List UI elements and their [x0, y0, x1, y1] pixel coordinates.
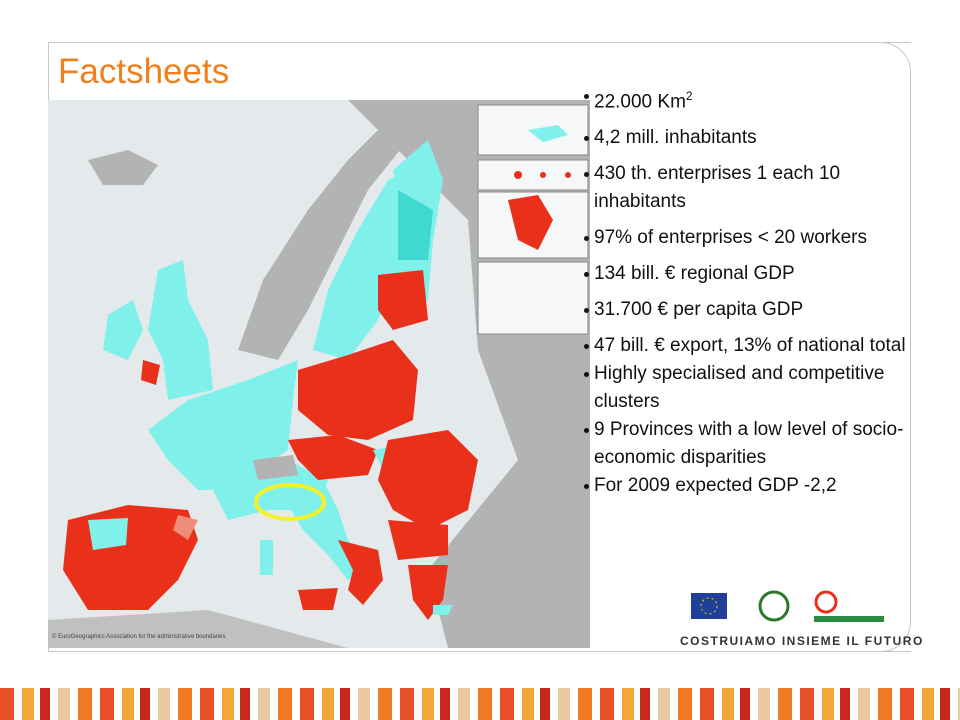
bullet — [584, 172, 589, 178]
fact-text: 134 bill. € regional GDP — [594, 263, 795, 285]
bullet — [584, 136, 589, 142]
fact-item: Highly specialised and competitive clust… — [582, 360, 912, 416]
fact-item: 47 bill. € export, 13% of national total — [582, 332, 912, 360]
fact-item: 134 bill. € regional GDP — [582, 260, 912, 288]
fact-text: 9 Provinces with a low level of socio-ec… — [594, 419, 904, 469]
fact-text: 31.700 € per capita GDP — [594, 299, 804, 321]
fact-item: 430 th. enterprises 1 each 10 inhabitant… — [582, 160, 912, 216]
slide-title: Factsheets — [58, 52, 230, 91]
fact-text: For 2009 expected GDP -2,2 — [594, 475, 837, 497]
europe-map — [48, 100, 590, 648]
decorative-stripes — [0, 688, 960, 720]
fact-item: 97% of enterprises < 20 workers — [582, 224, 912, 252]
fact-list: 22.000 Km2 4,2 mill. inhabitants 430 th. e… — [582, 82, 912, 500]
bullet — [584, 94, 589, 99]
bullet — [584, 428, 589, 434]
bullet — [584, 344, 589, 350]
fact-item: 22.000 Km2 — [582, 82, 912, 116]
fact-text: 47 bill. € export, 13% of national total — [594, 335, 906, 357]
bullet — [584, 236, 589, 242]
bullet — [584, 308, 589, 314]
map-credit: © EuroGeographics Association for the ad… — [52, 634, 226, 640]
bullet — [584, 272, 589, 278]
bullet — [584, 372, 589, 378]
fact-text: 4,2 mill. inhabitants — [594, 127, 757, 149]
bullet — [584, 484, 589, 490]
fact-text: 22.000 Km — [594, 91, 686, 113]
fact-text: Highly specialised and competitive clust… — [594, 363, 885, 413]
motto: COSTRUIAMO INSIEME IL FUTURO — [680, 634, 924, 648]
logos — [691, 590, 884, 622]
fact-text: 97% of enterprises < 20 workers — [594, 227, 867, 249]
superscript: 2 — [685, 89, 693, 103]
fact-text: 430 th. enterprises 1 each 10 inhabitant… — [594, 163, 841, 213]
fact-item: For 2009 expected GDP -2,2 — [582, 472, 912, 500]
slide-frame — [700, 42, 911, 652]
fact-item: 31.700 € per capita GDP — [582, 296, 912, 324]
fact-item: 9 Provinces with a low level of socio-ec… — [582, 416, 912, 472]
fact-item: 4,2 mill. inhabitants — [582, 124, 912, 152]
